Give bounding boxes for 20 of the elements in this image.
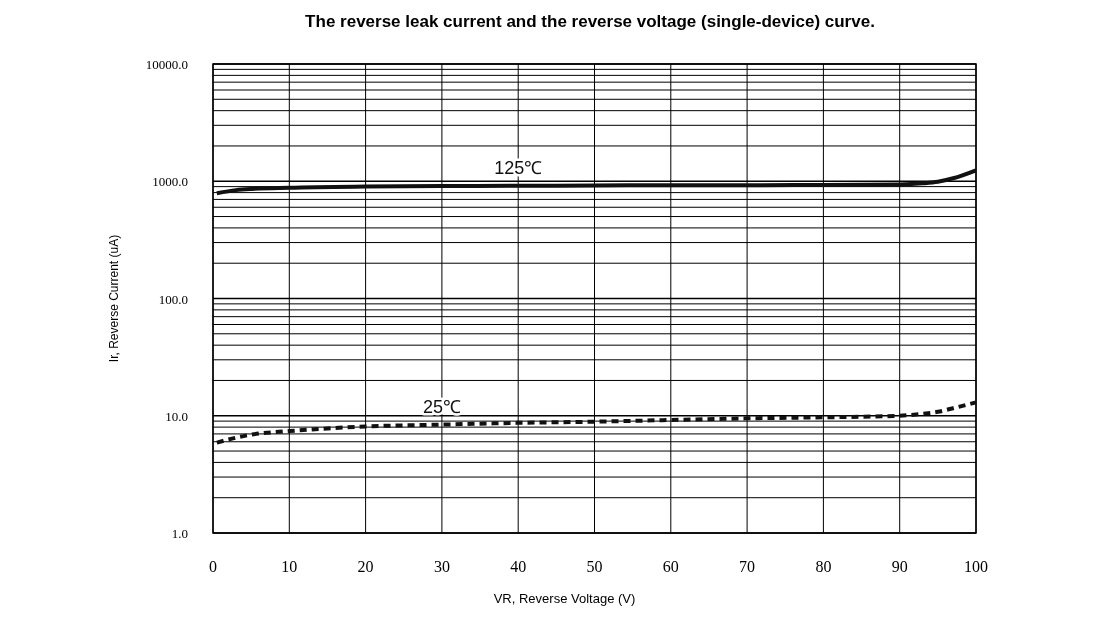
- x-axis-title: VR, Reverse Voltage (V): [493, 591, 636, 606]
- y-axis-title: Ir, Reverse Current (uA): [107, 234, 121, 363]
- x-tick-label: 80: [815, 558, 832, 575]
- y-tick-label: 10000.0: [145, 57, 188, 72]
- x-tick-label: 70: [739, 558, 756, 575]
- x-tick-label: 60: [662, 558, 679, 575]
- y-tick-label: 100.0: [158, 291, 188, 307]
- y-tick-label: 1000.0: [152, 174, 188, 190]
- x-tick-label: 100: [964, 558, 988, 575]
- y-tick-label: 10.0: [165, 408, 188, 424]
- chart-title: The reverse leak current and the reverse voltage (single-device) curve.: [305, 12, 875, 31]
- x-tick-label: 20: [357, 558, 374, 575]
- x-tick-label: 90: [891, 558, 908, 575]
- y-tick-label: 1.0: [171, 526, 188, 541]
- x-tick-label: 30: [433, 558, 450, 575]
- x-tick-label: 40: [510, 558, 527, 575]
- line-series: [214, 400, 978, 445]
- x-tick-label: 50: [586, 558, 603, 575]
- x-tick-label: 10: [281, 558, 298, 575]
- x-tick-label: 0: [209, 558, 217, 575]
